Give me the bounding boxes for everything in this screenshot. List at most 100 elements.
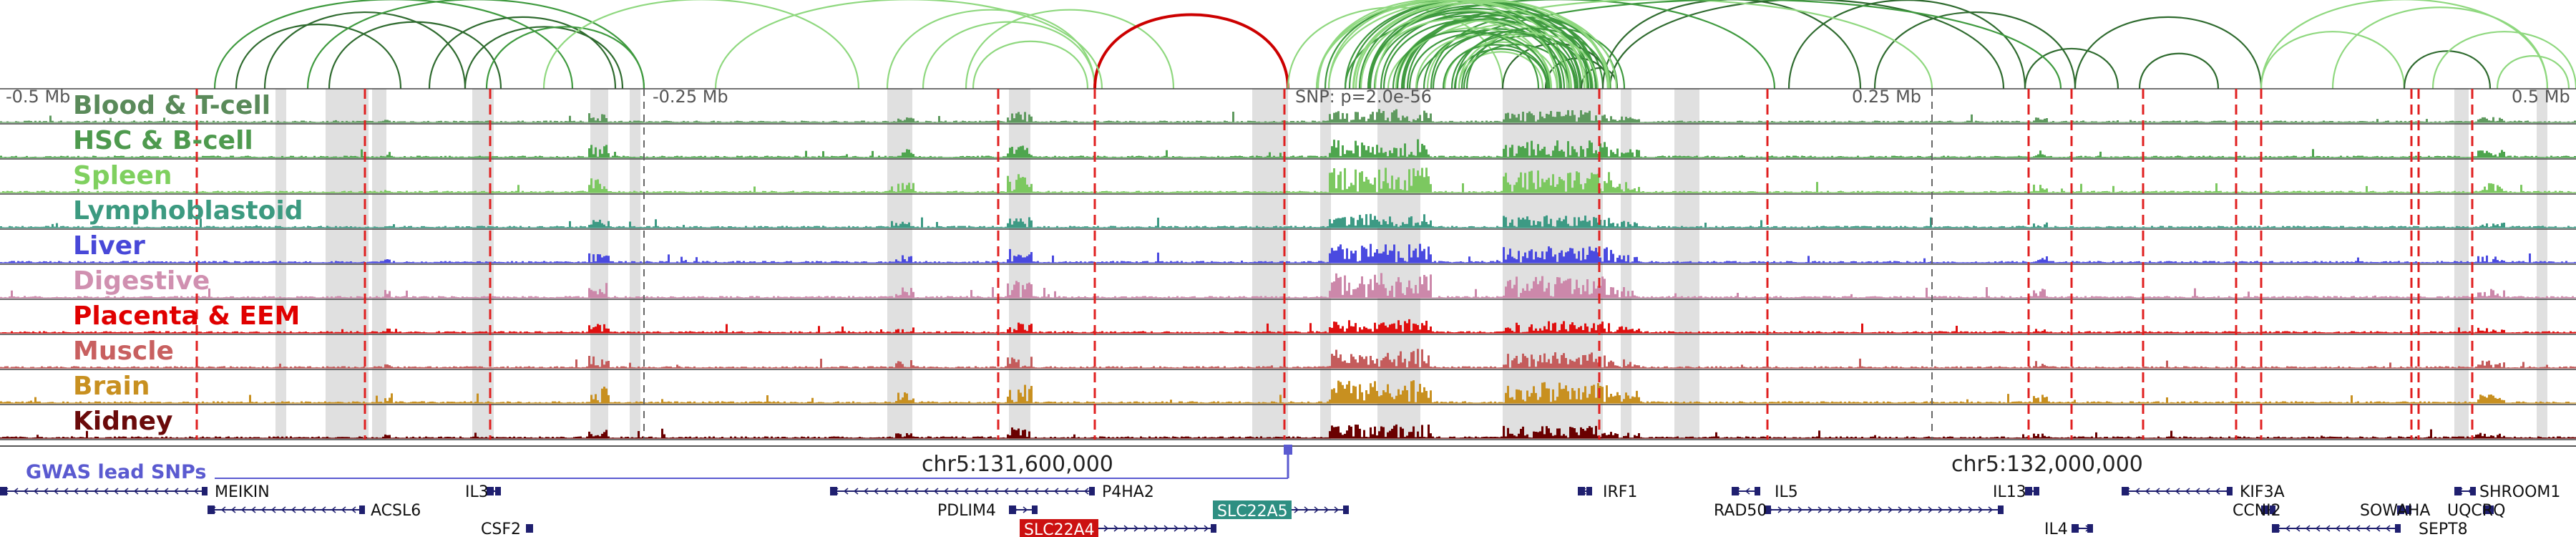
exon (208, 505, 215, 514)
interaction-arc (886, 9, 1096, 90)
interaction-arc (2074, 16, 2263, 90)
track-label[interactable]: Kidney (73, 407, 173, 436)
strand-arrow (1184, 525, 1189, 532)
track-labels: Blood & T-cell HSC & B-cell Spleen Lymphobl… (73, 91, 303, 436)
strand-arrow (2325, 525, 2331, 532)
strand-arrow (2135, 488, 2140, 495)
strand-arrow (153, 488, 159, 495)
interaction-arc (1373, 15, 1566, 90)
strand-arrow (983, 488, 989, 495)
gene-label[interactable]: SOWAHA (2360, 502, 2430, 520)
strand-arrow (230, 506, 236, 513)
gene-label[interactable]: PDLIM4 (937, 502, 996, 520)
strand-arrow (1023, 488, 1029, 495)
gene-label[interactable]: IL4 (2044, 521, 2068, 537)
strand-arrow (1063, 488, 1069, 495)
track-label[interactable]: Liver (73, 231, 145, 261)
strand-arrow (43, 488, 49, 495)
scale-label-minus-0.5mb: -0.5 Mb (6, 87, 70, 107)
exon (202, 487, 208, 495)
gene-pdlim4[interactable]: PDLIM4 (937, 502, 1038, 520)
strand-arrow (1958, 506, 1963, 513)
strand-arrow (1204, 525, 1209, 532)
exon (1343, 505, 1349, 514)
interaction-arc (1348, 0, 1597, 90)
track-label[interactable]: Blood & T-cell (73, 91, 270, 120)
strand-arrow (63, 488, 69, 495)
gene-track[interactable]: MEIKIN IL3 P4HA2 IRF1 IL5 IL13 KIF3A SHROOM1 ACS… (0, 483, 2560, 537)
strand-arrow (113, 488, 119, 495)
track-label[interactable]: Spleen (73, 161, 172, 190)
strand-arrow (1797, 506, 1803, 513)
gene-il4[interactable]: IL4 (2044, 521, 2093, 537)
interaction-arc (1873, 11, 2077, 90)
gene-slc22a5[interactable]: SLC22A5 (1213, 500, 1350, 521)
strand-arrow (1828, 506, 1833, 513)
gene-label[interactable]: IL5 (1775, 483, 1798, 501)
gene-shroom1[interactable]: SHROOM1 (2454, 483, 2560, 501)
strand-arrow (351, 506, 356, 513)
strand-arrow (883, 488, 889, 495)
strand-arrow (2305, 525, 2311, 532)
gene-meikin[interactable]: MEIKIN (0, 483, 270, 501)
strand-arrow (1133, 525, 1139, 532)
track-label[interactable]: Digestive (73, 266, 210, 296)
gene-acsl6[interactable]: ACSL6 (208, 502, 421, 520)
gene-label[interactable]: CCNI2 (2233, 502, 2281, 520)
strand-arrow (2205, 488, 2210, 495)
snp-pvalue-label: SNP: p=2.0e-56 (1295, 87, 1432, 107)
gene-il13[interactable]: IL13 (1993, 483, 2039, 501)
gene-p4ha2[interactable]: P4HA2 (830, 483, 1154, 501)
strand-arrow (291, 506, 296, 513)
track-label[interactable]: Muscle (73, 337, 174, 366)
gene-sowaha[interactable]: SOWAHA (2360, 502, 2430, 520)
gene-sept8[interactable]: SEPT8 (2272, 521, 2468, 537)
interaction-arc (1432, 31, 1578, 90)
strand-arrow (1868, 506, 1873, 513)
gene-label[interactable]: SLC22A4 (1024, 521, 1095, 537)
exon (1032, 505, 1038, 514)
gene-label[interactable]: MEIKIN (215, 483, 270, 501)
gene-label[interactable]: IRF1 (1603, 483, 1637, 501)
gene-slc22a4[interactable]: SLC22A4 (1020, 519, 1216, 537)
track-signal (0, 319, 2576, 333)
interaction-arc (1453, 48, 1548, 90)
track-label[interactable]: Lymphoblastoid (73, 196, 303, 226)
gene-label[interactable]: SEPT8 (2419, 521, 2468, 537)
interaction-arc (235, 23, 402, 90)
gene-label[interactable]: ACSL6 (371, 502, 421, 520)
exon (359, 505, 365, 514)
gwas-lead-snp-handle[interactable] (1284, 445, 1292, 455)
gene-label[interactable]: P4HA2 (1102, 483, 1154, 501)
gene-label[interactable]: RAD50 (1714, 502, 1767, 520)
gene-csf2[interactable]: CSF2 (481, 521, 533, 537)
exon (1755, 487, 1760, 495)
gene-label[interactable]: IL13 (1993, 483, 2026, 501)
strand-arrow (2285, 525, 2290, 532)
gene-kif3a[interactable]: KIF3A (2122, 483, 2285, 501)
gene-label[interactable]: IL3 (465, 483, 489, 501)
strand-arrow (2155, 488, 2160, 495)
strand-arrow (1807, 506, 1813, 513)
gene-uqcrq[interactable]: UQCRQ (2447, 502, 2505, 520)
strand-arrow (853, 488, 859, 495)
gene-label[interactable]: CSF2 (481, 521, 521, 537)
gene-ccni2[interactable]: CCNI2 (2233, 502, 2281, 520)
gene-il3[interactable]: IL3 (465, 483, 501, 501)
gene-rad50[interactable]: RAD50 (1714, 502, 2004, 520)
gene-label[interactable]: UQCRQ (2447, 502, 2505, 520)
gene-label[interactable]: SLC22A5 (1217, 503, 1288, 521)
gene-label[interactable]: SHROOM1 (2479, 483, 2560, 501)
selected-interaction-arc (1093, 13, 1289, 90)
gwas-track[interactable]: GWAS lead SNPs (26, 445, 1292, 483)
exon (495, 487, 501, 495)
strand-arrow (1053, 488, 1059, 495)
track-label[interactable]: HSC & B-cell (73, 126, 253, 155)
gene-il5[interactable]: IL5 (1732, 483, 1798, 501)
track-label[interactable]: Placenta & EEM (73, 301, 300, 331)
gene-label[interactable]: KIF3A (2240, 483, 2285, 501)
gene-irf1[interactable]: IRF1 (1578, 483, 1637, 501)
track-label[interactable]: Brain (73, 372, 150, 401)
strand-arrow (1838, 506, 1843, 513)
